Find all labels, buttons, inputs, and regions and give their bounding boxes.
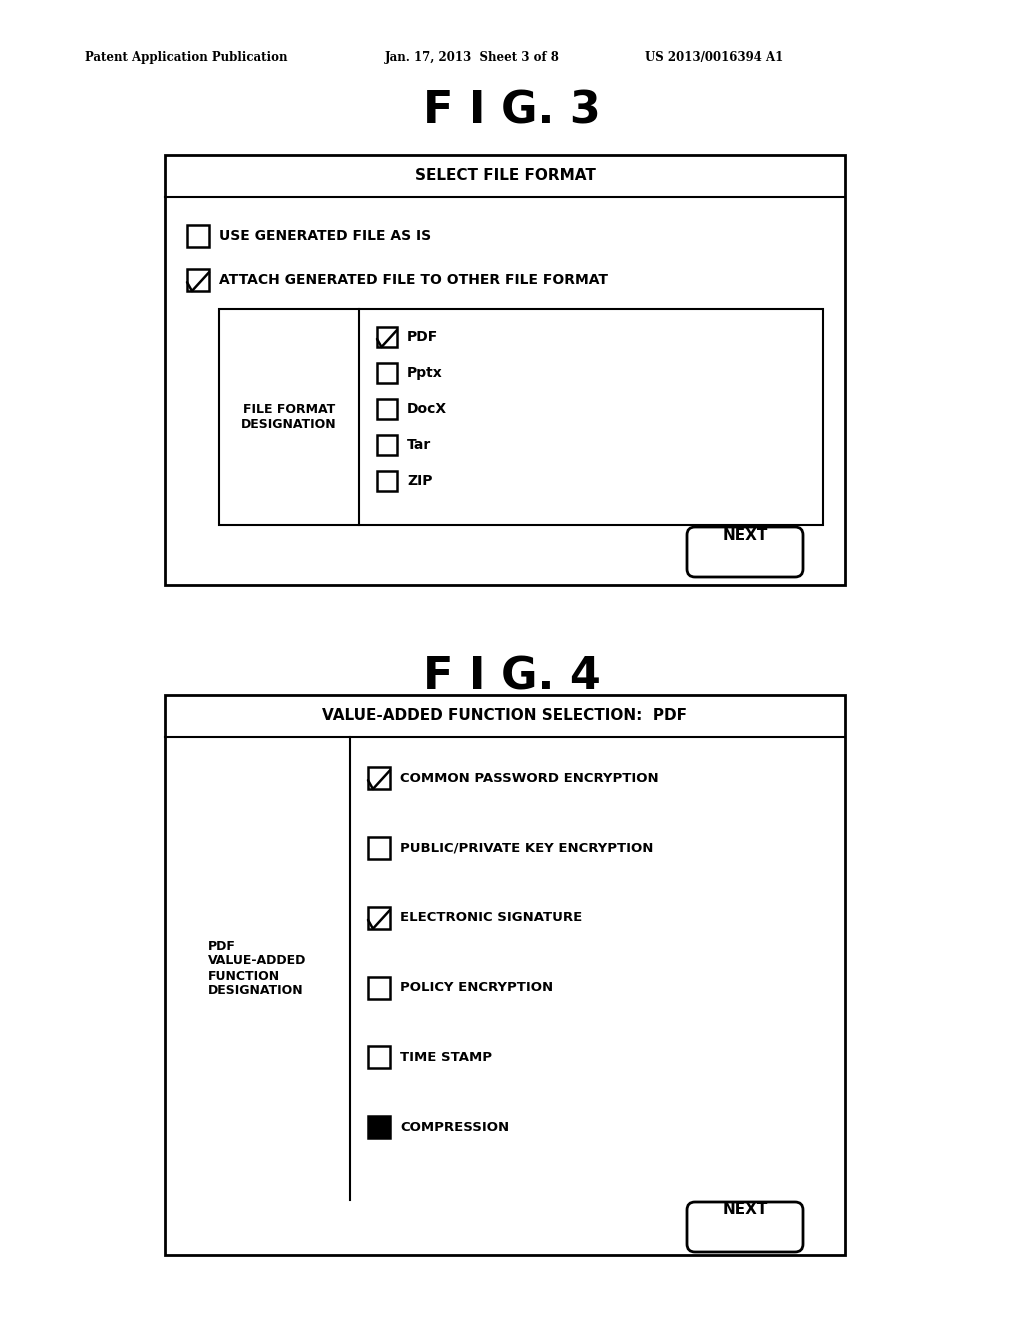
Bar [187,269,209,290]
Bar [219,309,823,525]
Bar [377,436,397,455]
Bar [368,1117,390,1138]
Text: VALUE-ADDED FUNCTION SELECTION:  PDF: VALUE-ADDED FUNCTION SELECTION: PDF [323,709,687,723]
Bar [377,471,397,491]
Text: ELECTRONIC SIGNATURE: ELECTRONIC SIGNATURE [400,911,583,924]
Text: Pptx: Pptx [407,366,442,380]
Bar [187,224,209,247]
Text: PDF: PDF [407,330,438,345]
Bar [165,154,845,585]
Text: COMMON PASSWORD ENCRYPTION: COMMON PASSWORD ENCRYPTION [400,771,658,784]
Bar [377,327,397,347]
Bar [368,837,390,859]
Bar [368,907,390,929]
Text: FILE FORMAT
DESIGNATION: FILE FORMAT DESIGNATION [242,403,337,432]
FancyBboxPatch shape [687,527,803,577]
Text: F I G. 3: F I G. 3 [423,90,601,133]
Bar [165,696,845,1255]
Bar [377,399,397,418]
Text: F I G. 4: F I G. 4 [423,655,601,698]
Bar [368,1047,390,1068]
Text: PDF
VALUE-ADDED
FUNCTION
DESIGNATION: PDF VALUE-ADDED FUNCTION DESIGNATION [208,940,306,998]
Text: COMPRESSION: COMPRESSION [400,1121,509,1134]
Text: DocX: DocX [407,403,447,416]
Text: NEXT: NEXT [722,1203,768,1217]
Bar [377,363,397,383]
Text: US 2013/0016394 A1: US 2013/0016394 A1 [645,51,783,65]
Text: ZIP: ZIP [407,474,432,488]
Text: Patent Application Publication: Patent Application Publication [85,51,288,65]
Text: Tar: Tar [407,438,431,451]
Text: PUBLIC/PRIVATE KEY ENCRYPTION: PUBLIC/PRIVATE KEY ENCRYPTION [400,841,653,854]
Text: ATTACH GENERATED FILE TO OTHER FILE FORMAT: ATTACH GENERATED FILE TO OTHER FILE FORM… [219,273,608,286]
Bar [368,977,390,998]
Text: Jan. 17, 2013  Sheet 3 of 8: Jan. 17, 2013 Sheet 3 of 8 [385,51,560,65]
Text: POLICY ENCRYPTION: POLICY ENCRYPTION [400,981,553,994]
Bar [368,767,390,789]
Text: NEXT: NEXT [722,528,768,543]
Text: TIME STAMP: TIME STAMP [400,1051,492,1064]
Text: SELECT FILE FORMAT: SELECT FILE FORMAT [415,169,595,183]
Text: USE GENERATED FILE AS IS: USE GENERATED FILE AS IS [219,228,431,243]
FancyBboxPatch shape [687,1203,803,1251]
